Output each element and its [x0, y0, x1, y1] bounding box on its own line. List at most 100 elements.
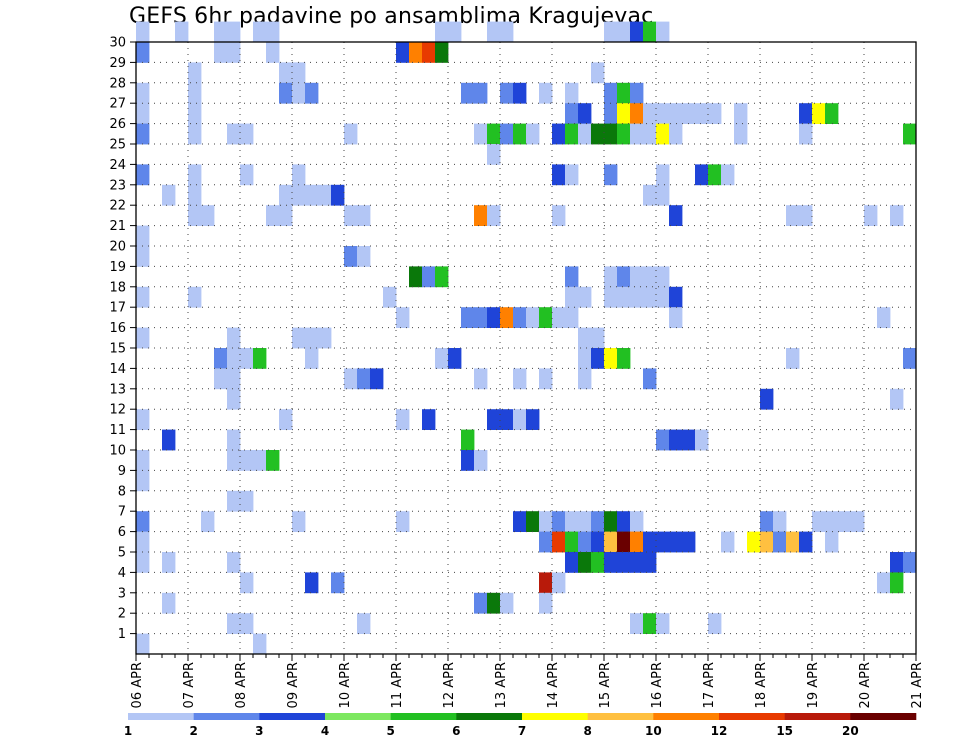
heatmap-cell	[604, 103, 618, 124]
heatmap-cell	[474, 307, 488, 328]
x-tick-label: 10 APR	[338, 662, 353, 708]
heatmap-cell	[240, 123, 254, 145]
heatmap-cell	[526, 123, 540, 145]
legend-swatch	[653, 713, 720, 720]
heatmap-cell	[695, 429, 709, 451]
y-tick-label: 16	[109, 321, 126, 336]
heatmap-cell	[500, 82, 514, 104]
legend-swatch	[325, 713, 391, 720]
heatmap-cell	[513, 409, 527, 430]
heatmap-cell	[435, 266, 449, 288]
heatmap-cell	[526, 307, 540, 328]
heatmap-cell	[578, 368, 592, 390]
heatmap-cell	[656, 531, 670, 553]
heatmap-cell	[643, 123, 657, 145]
heatmap-cell	[630, 613, 644, 634]
heatmap-cell	[604, 286, 618, 308]
heatmap-cell	[240, 164, 254, 186]
heatmap-cell	[799, 123, 813, 145]
heatmap-cell	[136, 470, 150, 492]
heatmap-cell	[669, 429, 683, 451]
heatmap-cell	[331, 572, 345, 594]
heatmap-cell	[435, 42, 449, 63]
heatmap-cell	[773, 511, 787, 532]
heatmap-cell	[838, 511, 852, 532]
heatmap-cell	[162, 552, 176, 573]
heatmap-cell	[630, 552, 644, 573]
heatmap-cell	[188, 103, 202, 124]
heatmap-cell	[656, 184, 670, 206]
heatmap-cell	[474, 205, 488, 226]
heatmap-cell	[669, 205, 683, 226]
heatmap-cell	[786, 348, 800, 369]
heatmap-cell	[760, 388, 774, 410]
heatmap-cell	[279, 409, 293, 430]
heatmap-cell	[279, 205, 293, 226]
heatmap-cell	[357, 613, 371, 634]
x-tick-label: 14 APR	[546, 662, 561, 708]
heatmap-cell	[305, 184, 319, 206]
legend-label: 1	[124, 724, 132, 738]
heatmap-cell	[604, 531, 618, 553]
heatmap-cell	[695, 164, 709, 186]
y-tick-label: 10	[109, 444, 126, 459]
heatmap-cell	[825, 511, 839, 532]
legend-swatch	[456, 713, 523, 720]
heatmap-cell	[344, 123, 358, 145]
heatmap-cell	[890, 388, 904, 410]
y-tick-label: 28	[109, 76, 126, 91]
y-tick-label: 29	[109, 56, 126, 71]
heatmap-cell	[227, 450, 241, 471]
heatmap-cell	[591, 123, 605, 145]
heatmap-cell	[578, 123, 592, 145]
heatmap-cell	[682, 429, 696, 451]
heatmap-cell	[734, 103, 748, 124]
heatmap-cell	[578, 531, 592, 553]
heatmap-cell	[656, 429, 670, 451]
x-tick-label: 17 APR	[702, 662, 717, 708]
heatmap-cell	[864, 205, 878, 226]
y-tick-label: 18	[109, 280, 126, 295]
legend-label: 20	[842, 724, 859, 738]
heatmap-cell	[669, 123, 683, 145]
heatmap-cell	[578, 511, 592, 532]
heatmap-cell	[461, 450, 475, 471]
heatmap-cell	[643, 286, 657, 308]
heatmap-cell	[396, 307, 410, 328]
heatmap-cell	[136, 123, 150, 145]
y-tick-label: 7	[118, 505, 126, 520]
heatmap-cell	[708, 103, 722, 124]
heatmap-cell	[617, 103, 631, 124]
heatmap-cell	[188, 286, 202, 308]
heatmap-cell	[136, 409, 150, 430]
heatmap-cell	[396, 42, 410, 63]
x-tick-label: 11 APR	[390, 662, 405, 708]
heatmap-cell	[578, 286, 592, 308]
heatmap-cell	[877, 307, 891, 328]
heatmap-cell	[565, 531, 579, 553]
heatmap-cell	[565, 164, 579, 186]
heatmap-cell	[344, 205, 358, 226]
heatmap-cell	[201, 205, 215, 226]
heatmap-cell	[136, 552, 150, 573]
legend-swatch	[587, 713, 654, 720]
heatmap-cell	[617, 531, 631, 553]
x-tick-label: 16 APR	[650, 662, 665, 708]
heatmap-cell	[669, 103, 683, 124]
heatmap-cell	[552, 572, 566, 594]
y-tick-label: 8	[118, 484, 126, 499]
heatmap-cell	[578, 552, 592, 573]
x-tick-label: 06 APR	[130, 662, 145, 708]
heatmap-cell	[162, 592, 176, 614]
heatmap-cell	[591, 531, 605, 553]
legend-label: 2	[189, 724, 197, 738]
y-tick-label: 15	[109, 342, 126, 357]
heatmap-cell	[708, 613, 722, 634]
y-tick-label: 1	[118, 627, 126, 642]
y-tick-label: 5	[118, 546, 126, 561]
heatmap-cell	[682, 103, 696, 124]
y-tick-label: 21	[109, 219, 126, 234]
heatmap-cell	[487, 409, 501, 430]
y-tick-label: 30	[109, 36, 126, 51]
